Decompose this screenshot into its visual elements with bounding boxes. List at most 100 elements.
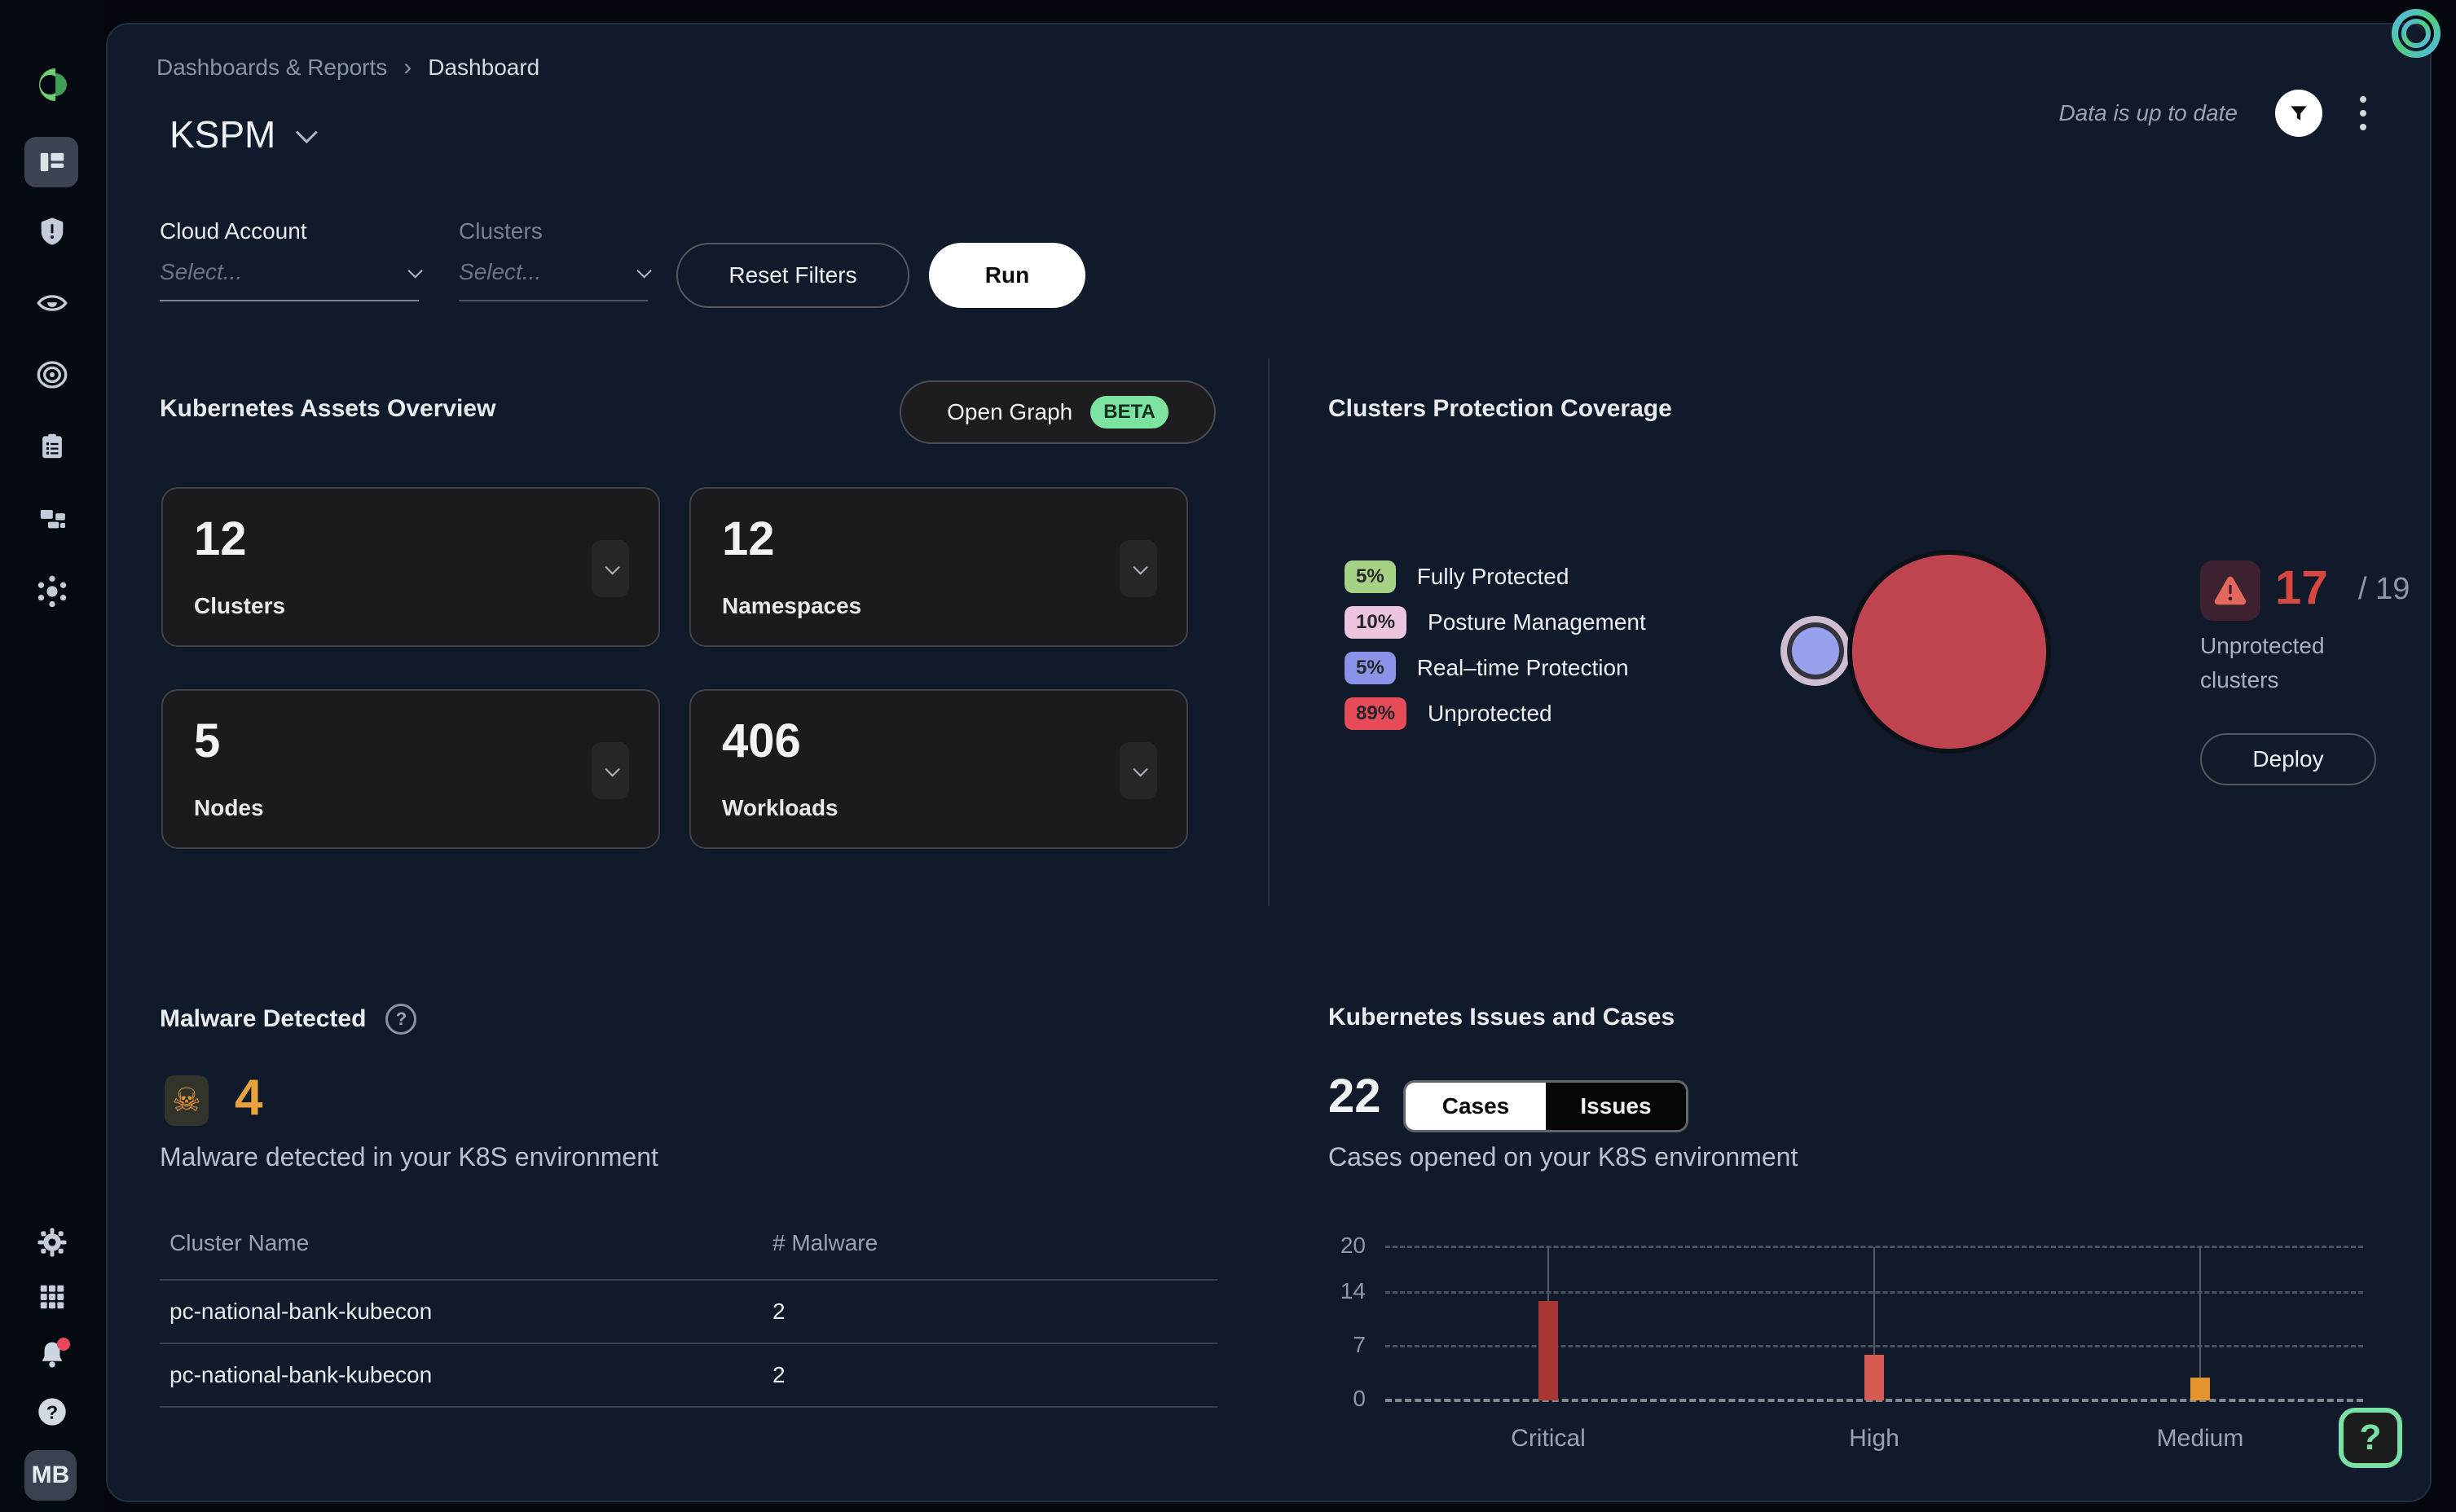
tab-issues[interactable]: Issues <box>1546 1083 1686 1130</box>
malware-table: Cluster Name # Malware pc-national-bank-… <box>160 1222 1217 1408</box>
y-axis-tick: 14 <box>1340 1278 1366 1304</box>
clusters-placeholder: Select... <box>459 259 542 284</box>
y-axis-tick: 20 <box>1340 1233 1366 1258</box>
clusters-count: 12 <box>194 512 247 565</box>
protected-bubble-inner[interactable] <box>1792 627 1839 675</box>
blocks-icon[interactable] <box>0 502 104 534</box>
svg-text:?: ? <box>46 1401 58 1422</box>
malware-caption: Malware detected in your K8S environment <box>160 1142 658 1171</box>
chevron-down-icon <box>604 559 620 575</box>
cell-cluster-name: pc-national-bank-kubecon <box>169 1362 433 1387</box>
bar-high[interactable] <box>1864 1354 1884 1400</box>
help-circle-icon[interactable]: ? <box>0 1395 104 1429</box>
protection-title: Clusters Protection Coverage <box>1328 395 1672 422</box>
reset-filters-button[interactable]: Reset Filters <box>676 243 909 308</box>
namespaces-label: Namespaces <box>722 593 862 618</box>
network-nodes-icon[interactable] <box>0 574 104 609</box>
apps-grid-icon[interactable] <box>0 1281 104 1313</box>
cases-issues-toggle: Cases Issues <box>1403 1080 1688 1132</box>
malware-header: Malware Detected ? <box>160 1004 417 1035</box>
dashboard-selector[interactable]: KSPM <box>169 112 319 156</box>
dashboard-layout-icon[interactable] <box>0 146 104 178</box>
stat-card-namespaces: 12 Namespaces <box>689 487 1188 647</box>
legend-pct-badge: 10% <box>1345 606 1407 639</box>
run-button[interactable]: Run <box>929 243 1085 308</box>
malware-table-header: Cluster Name # Malware <box>160 1222 1217 1279</box>
eye-icon[interactable] <box>0 287 104 319</box>
warning-triangle-icon <box>2214 576 2247 605</box>
target-rings-icon[interactable] <box>0 358 104 391</box>
page-title: KSPM <box>169 113 276 156</box>
sidebar: ? MB <box>0 0 104 1512</box>
cell-malware-count: 2 <box>772 1362 786 1387</box>
warning-badge <box>2200 560 2260 621</box>
legend-item: 89% Unprotected <box>1345 697 1646 730</box>
expand-namespaces-button[interactable] <box>1120 540 1157 597</box>
clusters-select[interactable]: Select... <box>459 259 652 301</box>
unprotected-bubble[interactable] <box>1852 555 2046 749</box>
bar-chart-plot: 0 7 14 20 Critical High Medium <box>1340 1233 2363 1452</box>
expand-clusters-button[interactable] <box>592 540 629 597</box>
gridline <box>1385 1246 2363 1248</box>
open-graph-button[interactable]: Open Graph BETA <box>900 380 1216 444</box>
floating-help-button[interactable]: ? <box>2339 1408 2402 1468</box>
stat-card-nodes: 5 Nodes <box>161 689 660 849</box>
ring-logo-icon <box>2389 7 2443 64</box>
clusters-label: Clusters <box>459 218 543 244</box>
unprotected-caption: Unprotected clusters <box>2200 633 2325 692</box>
breadcrumb-current: Dashboard <box>428 55 540 80</box>
nodes-count: 5 <box>194 714 221 767</box>
cloud-account-select[interactable]: Select... <box>160 259 423 301</box>
report-clipboard-icon[interactable] <box>0 430 104 463</box>
breadcrumb-parent[interactable]: Dashboards & Reports <box>156 55 388 80</box>
brand-logo-icon[interactable] <box>0 64 104 106</box>
legend-item: 10% Posture Management <box>1345 606 1646 639</box>
user-avatar[interactable]: MB <box>24 1450 77 1501</box>
gridline <box>1385 1399 2363 1402</box>
data-status-text: Data is up to date <box>2058 100 2238 125</box>
unprotected-count: 17 <box>2275 561 2328 614</box>
legend-item: 5% Real–time Protection <box>1345 652 1646 684</box>
malware-help-icon[interactable]: ? <box>385 1004 417 1035</box>
cases-caption: Cases opened on your K8S environment <box>1328 1142 1798 1171</box>
breadcrumb: Dashboards & Reports › Dashboard <box>156 54 539 81</box>
unprotected-total: / 19 <box>2358 572 2410 606</box>
settings-gear-icon[interactable] <box>0 1224 104 1261</box>
section-divider <box>1268 358 1270 906</box>
expand-workloads-button[interactable] <box>1120 742 1157 799</box>
assets-overview-title: Kubernetes Assets Overview <box>160 395 496 422</box>
legend-pct-badge: 89% <box>1345 697 1407 730</box>
shield-alert-icon[interactable] <box>0 213 104 249</box>
more-options-button[interactable] <box>2360 96 2366 130</box>
malware-title: Malware Detected <box>160 1005 367 1032</box>
breadcrumb-separator-icon: › <box>403 54 412 81</box>
chevron-down-icon <box>1132 559 1148 575</box>
bar-medium[interactable] <box>2190 1377 2210 1400</box>
deploy-button[interactable]: Deploy <box>2200 733 2376 785</box>
filter-button[interactable] <box>2275 90 2322 137</box>
col-malware-count: # Malware <box>772 1230 878 1255</box>
cell-malware-count: 2 <box>772 1299 786 1324</box>
namespaces-count: 12 <box>722 512 775 565</box>
workloads-count: 406 <box>722 714 801 767</box>
cloud-account-label: Cloud Account <box>160 218 307 244</box>
chevron-down-icon <box>604 761 620 777</box>
clusters-label: Clusters <box>194 593 286 618</box>
malware-count: 4 <box>235 1070 263 1126</box>
sidebar-item-dashboards[interactable] <box>24 137 78 187</box>
legend-label: Fully Protected <box>1416 564 1569 589</box>
workloads-label: Workloads <box>722 795 838 820</box>
bar-critical[interactable] <box>1538 1300 1558 1400</box>
tab-cases[interactable]: Cases <box>1406 1083 1546 1130</box>
notifications-bell-icon[interactable] <box>0 1336 104 1374</box>
y-axis-tick: 7 <box>1353 1332 1366 1358</box>
cloud-account-placeholder: Select... <box>160 259 243 284</box>
issues-cases-title: Kubernetes Issues and Cases <box>1328 1004 1675 1031</box>
stat-card-workloads: 406 Workloads <box>689 689 1188 849</box>
expand-nodes-button[interactable] <box>592 742 629 799</box>
table-row[interactable]: pc-national-bank-kubecon 2 <box>160 1281 1217 1343</box>
funnel-icon <box>2291 106 2307 121</box>
col-cluster-name: Cluster Name <box>169 1230 310 1255</box>
beta-badge: BETA <box>1090 396 1169 429</box>
table-row[interactable]: pc-national-bank-kubecon 2 <box>160 1344 1217 1406</box>
